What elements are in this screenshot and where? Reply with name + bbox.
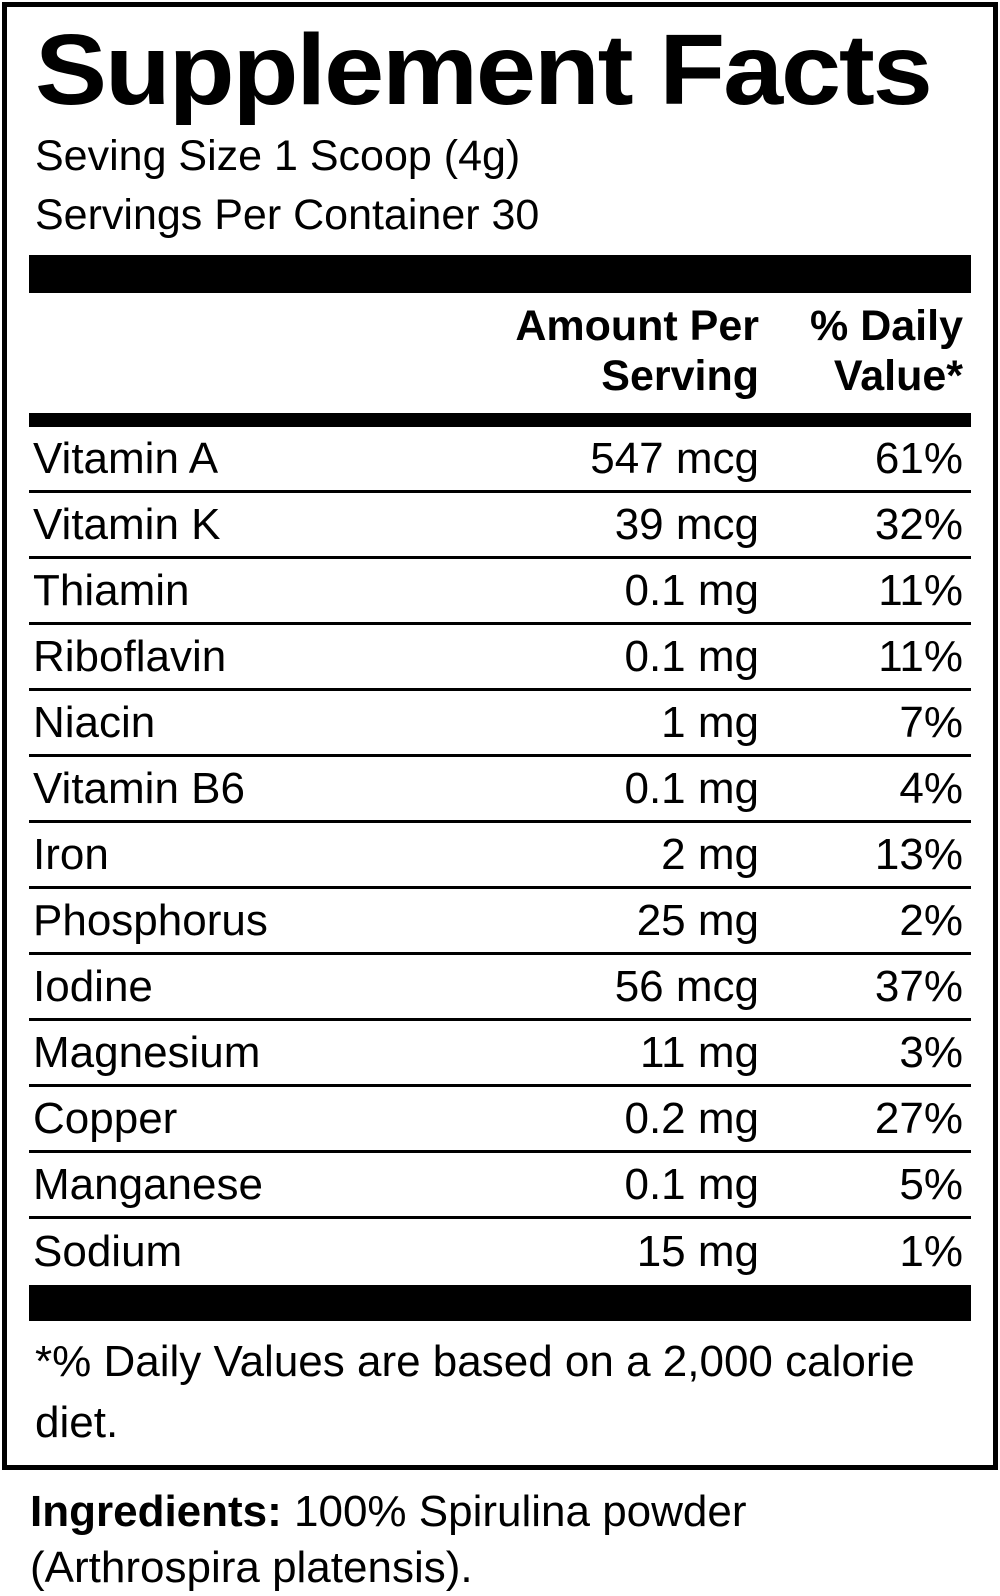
table-row: Vitamin K 39 mcg 32% <box>29 493 971 559</box>
nutrient-daily-value: 5% <box>899 1159 963 1209</box>
table-row: Iron 2 mg 13% <box>29 823 971 889</box>
nutrient-daily-value: 13% <box>874 829 963 879</box>
nutrient-name: Iodine <box>33 961 153 1011</box>
ingredients-section: Ingredients: 100% Spirulina powder (Arth… <box>30 1484 930 1596</box>
nutrient-amount: 547 mcg <box>590 433 759 483</box>
nutrient-name: Vitamin K <box>33 499 221 549</box>
nutrient-amount: 0.1 mg <box>624 763 759 813</box>
nutrient-name: Riboflavin <box>33 631 227 681</box>
nutrient-amount: 0.2 mg <box>624 1093 759 1143</box>
divider-bar-thick-bottom <box>29 1285 971 1321</box>
divider-bar-medium-header <box>29 413 971 427</box>
table-row: Thiamin 0.1 mg 11% <box>29 559 971 625</box>
nutrient-amount: 39 mcg <box>614 499 759 549</box>
daily-value-footnote: *% Daily Values are based on a 2,000 cal… <box>35 1337 915 1447</box>
table-row: Niacin 1 mg 7% <box>29 691 971 757</box>
header-dv-line2: Value* <box>833 352 963 400</box>
nutrient-daily-value: 27% <box>874 1093 963 1143</box>
nutrient-daily-value: 1% <box>899 1227 963 1276</box>
supplement-facts-panel: Supplement Facts Seving Size 1 Scoop (4g… <box>2 2 998 1470</box>
nutrient-daily-value: 37% <box>874 961 963 1011</box>
header-daily-value: % Daily Value* <box>759 301 971 401</box>
header-amount-line1: Amount Per <box>515 302 759 350</box>
table-row: Riboflavin 0.1 mg 11% <box>29 625 971 691</box>
nutrient-amount: 11 mg <box>639 1027 759 1077</box>
nutrient-amount: 1 mg <box>661 697 759 747</box>
nutrient-amount: 0.1 mg <box>624 1159 759 1209</box>
nutrient-table: Vitamin A 547 mcg 61% Vitamin K 39 mcg 3… <box>29 427 971 1285</box>
nutrient-name: Vitamin B6 <box>33 763 245 813</box>
servings-per-container-text: Servings Per Container 30 <box>35 191 540 239</box>
header-dv-line1: % Daily <box>810 302 963 350</box>
nutrient-daily-value: 11% <box>878 565 963 615</box>
nutrient-daily-value: 32% <box>874 499 963 549</box>
nutrient-daily-value: 4% <box>899 763 963 813</box>
nutrient-name: Niacin <box>33 697 156 747</box>
ingredients-label: Ingredients: <box>30 1487 282 1536</box>
nutrient-amount: 0.1 mg <box>624 631 759 681</box>
nutrient-name: Sodium <box>33 1227 183 1276</box>
nutrient-name: Copper <box>33 1093 178 1143</box>
nutrient-name: Manganese <box>33 1159 263 1209</box>
nutrient-daily-value: 7% <box>899 697 963 747</box>
panel-title: Supplement Facts <box>35 14 933 126</box>
header-amount-per-serving: Amount Per Serving <box>429 301 759 401</box>
table-row: Iodine 56 mcg 37% <box>29 955 971 1021</box>
nutrient-name: Thiamin <box>33 565 190 615</box>
nutrient-amount: 0.1 mg <box>624 565 759 615</box>
nutrient-amount: 2 mg <box>661 829 759 879</box>
nutrient-daily-value: 11% <box>878 631 963 681</box>
header-amount-line2: Serving <box>601 352 759 400</box>
table-row: Phosphorus 25 mg 2% <box>29 889 971 955</box>
table-row: Sodium 15 mg 1% <box>29 1219 971 1285</box>
nutrient-name: Phosphorus <box>33 895 268 945</box>
nutrient-amount: 56 mcg <box>614 961 759 1011</box>
table-row: Magnesium 11 mg 3% <box>29 1021 971 1087</box>
nutrient-daily-value: 3% <box>899 1027 963 1077</box>
nutrient-name: Iron <box>33 829 109 879</box>
nutrient-daily-value: 2% <box>899 895 963 945</box>
nutrient-amount: 15 mg <box>636 1227 759 1276</box>
table-row: Vitamin B6 0.1 mg 4% <box>29 757 971 823</box>
serving-size-text: Seving Size 1 Scoop (4g) <box>35 132 521 180</box>
nutrient-name: Vitamin A <box>33 433 219 483</box>
table-row: Manganese 0.1 mg 5% <box>29 1153 971 1219</box>
table-row: Copper 0.2 mg 27% <box>29 1087 971 1153</box>
table-row: Vitamin A 547 mcg 61% <box>29 427 971 493</box>
table-header-row: Amount Per Serving % Daily Value* <box>29 293 971 413</box>
nutrient-name: Magnesium <box>33 1027 261 1077</box>
divider-bar-thick-top <box>29 255 971 293</box>
nutrient-daily-value: 61% <box>874 433 963 483</box>
nutrient-amount: 25 mg <box>636 895 759 945</box>
